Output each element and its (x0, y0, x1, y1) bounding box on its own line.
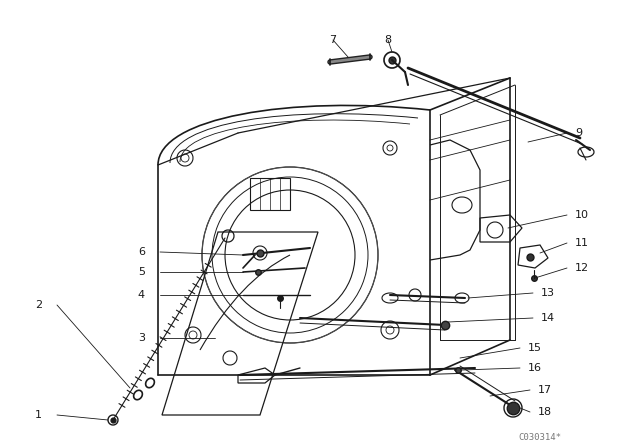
Text: 9: 9 (575, 128, 582, 138)
Text: 12: 12 (575, 263, 589, 273)
Text: 18: 18 (538, 407, 552, 417)
Text: C030314*: C030314* (518, 434, 561, 443)
Text: 13: 13 (541, 288, 555, 298)
Text: 5: 5 (138, 267, 145, 277)
Text: 11: 11 (575, 238, 589, 248)
Text: 14: 14 (541, 313, 555, 323)
Text: 4: 4 (138, 290, 145, 300)
Text: 7: 7 (330, 35, 337, 45)
Text: 6: 6 (138, 247, 145, 257)
Text: 2: 2 (35, 300, 42, 310)
Text: 15: 15 (528, 343, 542, 353)
Text: 3: 3 (138, 333, 145, 343)
Text: 8: 8 (385, 35, 392, 45)
Text: 10: 10 (575, 210, 589, 220)
Text: 17: 17 (538, 385, 552, 395)
Text: 16: 16 (528, 363, 542, 373)
Text: 1: 1 (35, 410, 42, 420)
